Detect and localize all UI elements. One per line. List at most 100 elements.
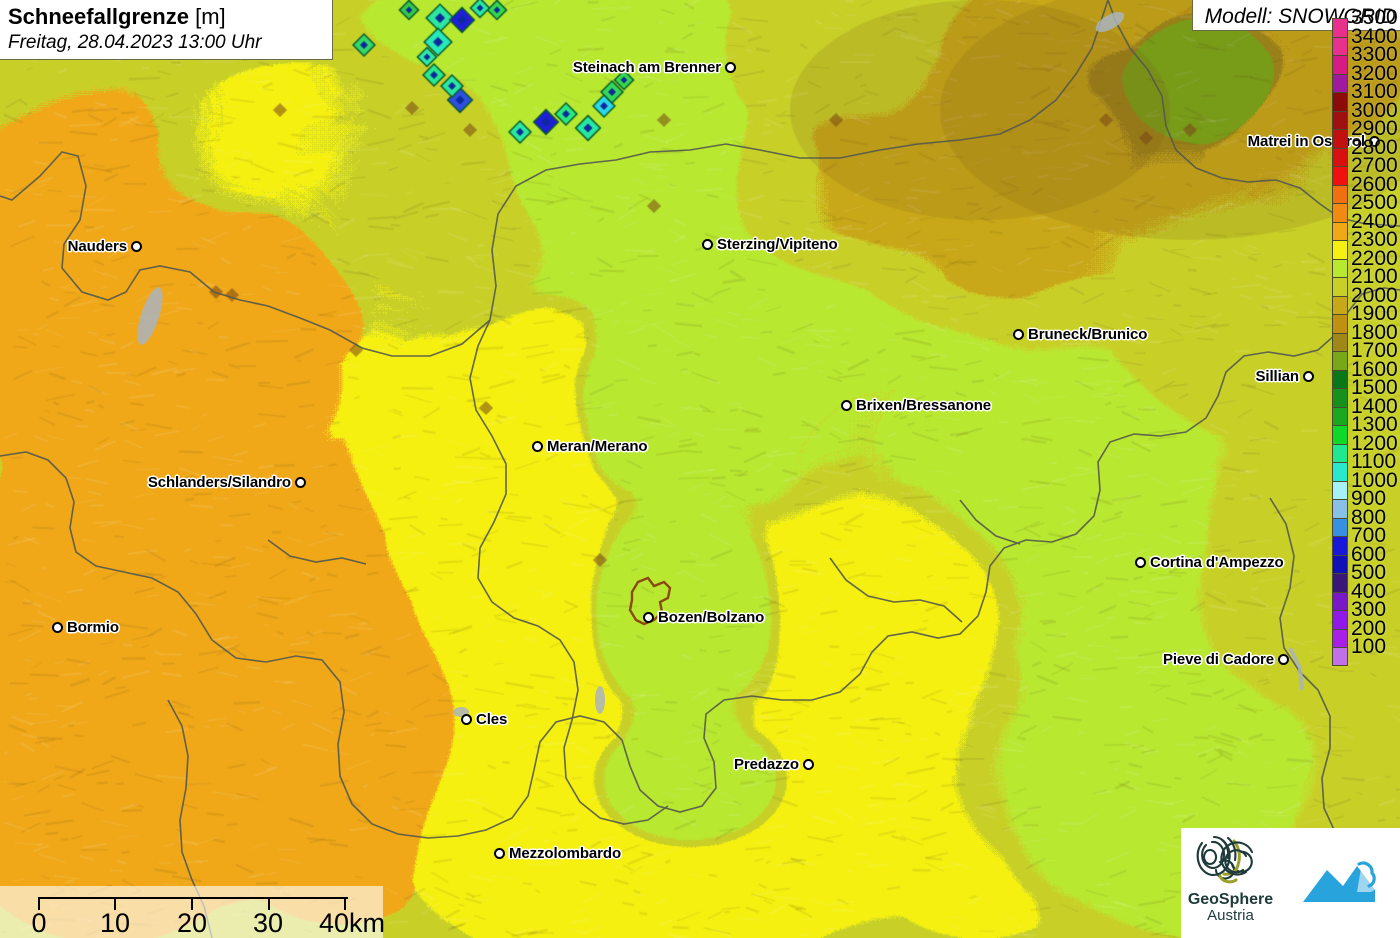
city-label: Pieve di Cadore bbox=[1162, 651, 1274, 668]
city-marker-meran-merano[interactable]: Meran/Merano bbox=[532, 438, 648, 455]
city-dot-icon bbox=[643, 612, 654, 623]
legend-swatch-2500 bbox=[1332, 203, 1348, 222]
legend-row-400[interactable]: 400 bbox=[1326, 581, 1400, 610]
scale-bar-ticks bbox=[38, 897, 348, 910]
legend-row-1400[interactable]: 1400 bbox=[1326, 396, 1400, 425]
legend-label-1600: 1600 bbox=[1351, 357, 1398, 381]
legend-row-2900[interactable]: 2900 bbox=[1326, 118, 1400, 148]
legend-label-300: 300 bbox=[1351, 598, 1387, 622]
legend-swatch-1500 bbox=[1332, 388, 1348, 407]
legend-row-3300[interactable]: 3300 bbox=[1326, 44, 1400, 74]
legend-swatch-2700 bbox=[1332, 166, 1348, 185]
legend-row-1500[interactable]: 1500 bbox=[1326, 377, 1400, 407]
legend-row-1300[interactable]: 1300 bbox=[1326, 414, 1400, 444]
scale-tick-20 bbox=[191, 897, 193, 910]
city-label: Bruneck/Brunico bbox=[1028, 326, 1148, 343]
legend-row-2000[interactable]: 2000 bbox=[1326, 285, 1400, 314]
legend-row-1000[interactable]: 1000 bbox=[1326, 470, 1400, 499]
legend-row-3200[interactable]: 3200 bbox=[1326, 63, 1400, 92]
legend-row-2100[interactable]: 2100 bbox=[1326, 266, 1400, 296]
legend-row-2300[interactable]: 2300 bbox=[1326, 229, 1400, 259]
legend-row-1600[interactable]: 1600 bbox=[1326, 359, 1400, 388]
legend-label-2500: 2500 bbox=[1351, 191, 1398, 215]
city-label: Brixen/Bressanone bbox=[856, 397, 992, 414]
city-marker-schlanders-silandro[interactable]: Schlanders/Silandro bbox=[100, 474, 306, 491]
legend-row-1100[interactable]: 1100 bbox=[1326, 451, 1400, 481]
legend-label-1200: 1200 bbox=[1351, 431, 1398, 455]
legend-label-800: 800 bbox=[1351, 505, 1387, 529]
city-marker-bozen-bolzano[interactable]: Bozen/Bolzano bbox=[643, 609, 764, 626]
legend-label-2900: 2900 bbox=[1351, 117, 1398, 141]
legend-row-300[interactable]: 300 bbox=[1326, 599, 1400, 629]
legend-label-2000: 2000 bbox=[1351, 283, 1398, 307]
city-dot-icon bbox=[841, 400, 852, 411]
legend-swatch-1200 bbox=[1332, 443, 1348, 462]
legend-row-800[interactable]: 800 bbox=[1326, 507, 1400, 536]
legend-row-2800[interactable]: 2800 bbox=[1326, 137, 1400, 166]
city-label: Steinach am Brenner bbox=[572, 59, 721, 76]
city-marker-sillian[interactable]: Sillian bbox=[1108, 368, 1314, 385]
legend-swatch-100 bbox=[1332, 647, 1348, 666]
legend-row-1700[interactable]: 1700 bbox=[1326, 340, 1400, 370]
legend-row-2400[interactable]: 2400 bbox=[1326, 211, 1400, 240]
legend-row-3400[interactable]: 3400 bbox=[1326, 26, 1400, 55]
legend-row-200[interactable]: 200 bbox=[1326, 618, 1400, 647]
city-dot-icon bbox=[52, 622, 63, 633]
legend-label-2200: 2200 bbox=[1351, 246, 1398, 270]
legend-label-500: 500 bbox=[1351, 561, 1387, 585]
legend-label-1300: 1300 bbox=[1351, 413, 1398, 437]
city-dot-icon bbox=[725, 62, 736, 73]
title-parameter: Schneefallgrenze bbox=[8, 4, 189, 29]
scale-tick-40 bbox=[344, 897, 346, 910]
legend-row-1800[interactable]: 1800 bbox=[1326, 322, 1400, 351]
city-marker-bruneck-brunico[interactable]: Bruneck/Brunico bbox=[1013, 326, 1147, 343]
legend-row-1200[interactable]: 1200 bbox=[1326, 433, 1400, 462]
legend-row-2700[interactable]: 2700 bbox=[1326, 155, 1400, 185]
legend-row-600[interactable]: 600 bbox=[1326, 544, 1400, 573]
legend-row-2500[interactable]: 2500 bbox=[1326, 192, 1400, 222]
city-dot-icon bbox=[1303, 371, 1314, 382]
city-marker-nauders[interactable]: Nauders bbox=[0, 238, 142, 255]
legend-label-3500: 3500 bbox=[1351, 6, 1398, 30]
legend-row-700[interactable]: 700 bbox=[1326, 525, 1400, 555]
legend-swatch-2300 bbox=[1332, 240, 1348, 259]
legend-row-500[interactable]: 500 bbox=[1326, 562, 1400, 592]
city-marker-sterzing-vipiteno[interactable]: Sterzing/Vipiteno bbox=[702, 236, 838, 253]
legend-row-2200[interactable]: 2200 bbox=[1326, 248, 1400, 277]
legend-row-3000[interactable]: 3000 bbox=[1326, 100, 1400, 129]
legend-swatch-3200 bbox=[1332, 73, 1348, 92]
legend-swatch-1700 bbox=[1332, 351, 1348, 370]
city-dot-icon bbox=[1013, 329, 1024, 340]
legend-label-1400: 1400 bbox=[1351, 394, 1398, 418]
colorbar-legend[interactable]: 3500 3400 3300 3200 3100 3000 2900 2800 2700 2600… bbox=[1326, 7, 1400, 830]
city-label: Cles bbox=[476, 711, 508, 728]
city-label: Cortina d'Ampezzo bbox=[1150, 554, 1284, 571]
legend-label-3200: 3200 bbox=[1351, 61, 1398, 85]
city-marker-predazzo[interactable]: Predazzo bbox=[608, 756, 814, 773]
city-dot-icon bbox=[702, 239, 713, 250]
legend-label-2400: 2400 bbox=[1351, 209, 1398, 233]
city-label: Nauders bbox=[67, 238, 127, 255]
legend-row-1900[interactable]: 1900 bbox=[1326, 303, 1400, 333]
city-label: Meran/Merano bbox=[547, 438, 648, 455]
legend-row-100[interactable]: 100 bbox=[1326, 636, 1400, 666]
scale-label-30: 30 bbox=[252, 908, 284, 938]
scale-label-0: 0 bbox=[31, 908, 47, 938]
legend-swatch-700 bbox=[1332, 536, 1348, 555]
legend-label-1800: 1800 bbox=[1351, 320, 1398, 344]
city-marker-bormio[interactable]: Bormio bbox=[52, 619, 119, 636]
legend-row-3100[interactable]: 3100 bbox=[1326, 81, 1400, 111]
legend-row-900[interactable]: 900 bbox=[1326, 488, 1400, 518]
city-marker-cortina-d-ampezzo[interactable]: Cortina d'Ampezzo bbox=[1135, 554, 1284, 571]
city-marker-mezzolombardo[interactable]: Mezzolombardo bbox=[494, 845, 621, 862]
city-marker-brixen-bressanone[interactable]: Brixen/Bressanone bbox=[841, 397, 991, 414]
legend-swatch-1100 bbox=[1332, 462, 1348, 481]
legend-row-2600[interactable]: 2600 bbox=[1326, 174, 1400, 203]
legend-row-3500[interactable]: 3500 bbox=[1326, 7, 1400, 37]
city-marker-cles[interactable]: Cles bbox=[461, 711, 507, 728]
city-marker-steinach-am-brenner[interactable]: Steinach am Brenner bbox=[530, 59, 736, 76]
city-marker-pieve-di-cadore[interactable]: Pieve di Cadore bbox=[1083, 651, 1289, 668]
